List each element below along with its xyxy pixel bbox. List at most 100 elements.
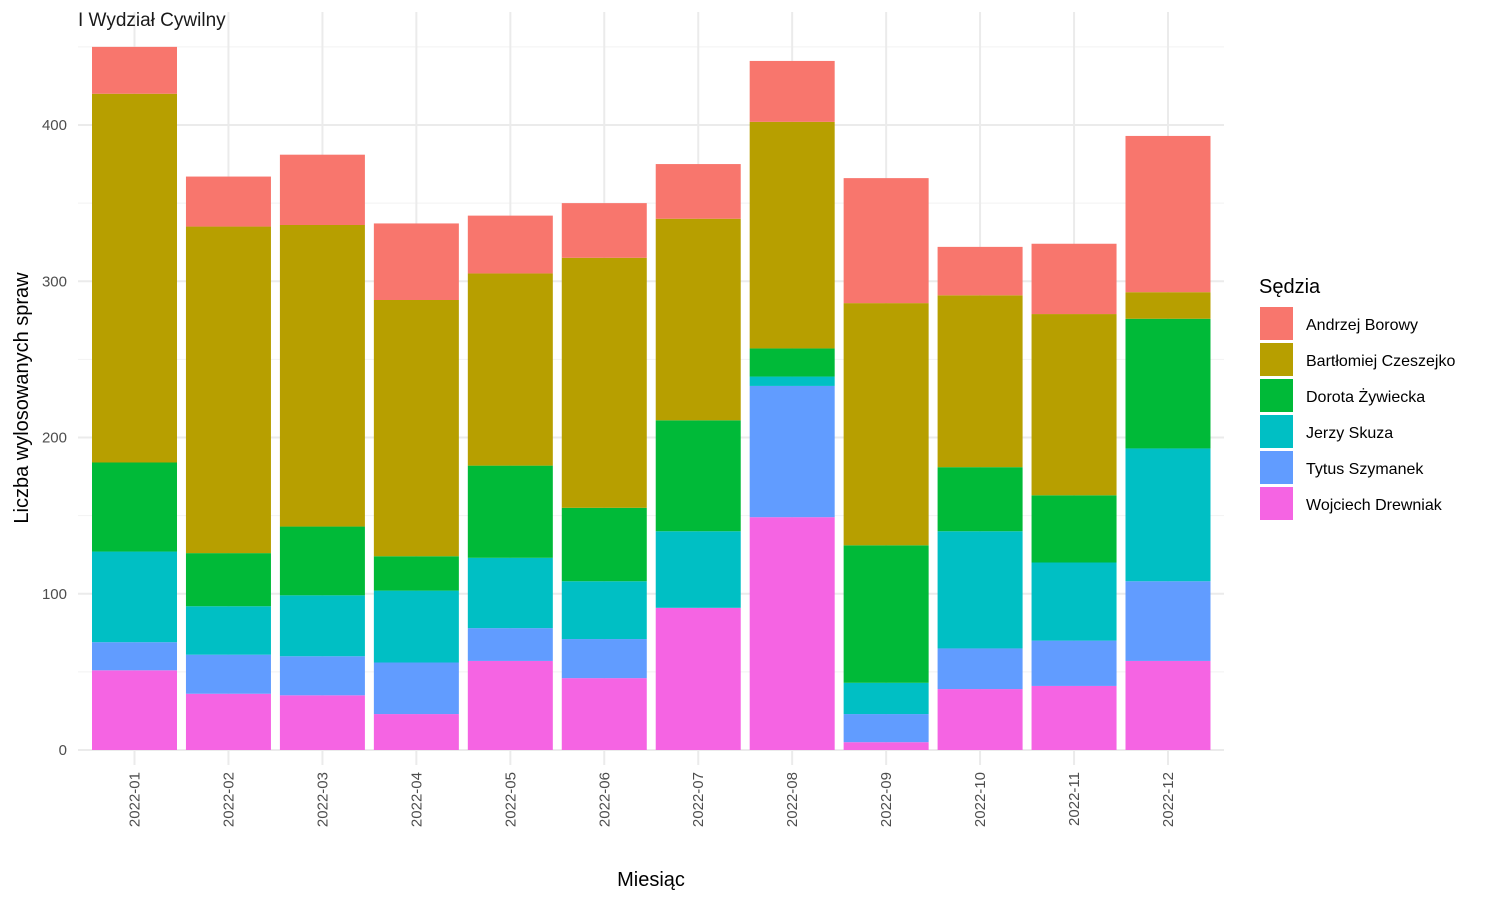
bar-segment (655, 218, 741, 421)
bar-segment (843, 545, 929, 683)
bar-segment (373, 662, 459, 715)
bar-segment (843, 714, 929, 743)
bar-segment (843, 303, 929, 546)
bar-segment (937, 295, 1023, 468)
bar-segment (185, 693, 271, 750)
x-tick-label: 2022-06 (596, 772, 613, 827)
bar-segment (185, 176, 271, 227)
bar-segment (561, 639, 647, 679)
bar-segment (373, 590, 459, 663)
y-tick-label: 100 (42, 586, 67, 603)
legend-label: Bartłomiej Czeszejko (1306, 353, 1455, 370)
legend-swatch (1260, 487, 1293, 520)
bar-segment (1125, 581, 1211, 661)
x-tick-label: 2022-08 (784, 772, 801, 827)
x-tick-label: 2022-01 (127, 772, 144, 827)
y-tick-label: 300 (42, 273, 67, 290)
bar-segment (279, 526, 365, 596)
bar-segment (467, 660, 553, 750)
bar-segment (92, 93, 177, 463)
bar-segment (561, 507, 647, 582)
bar-segment (561, 203, 647, 258)
bar-segment (843, 178, 929, 304)
chart-title: I Wydział Cywilny (78, 10, 226, 31)
legend-swatch (1260, 379, 1293, 412)
bar-segment (655, 531, 741, 608)
bar-segment (467, 557, 553, 629)
legend-label: Dorota Żywiecka (1306, 387, 1425, 406)
legend: Sędzia Andrzej Borowy Bartłomiej Czeszejk… (1259, 276, 1455, 520)
bar-segment (749, 121, 835, 349)
legend-swatch (1260, 451, 1293, 484)
bar-segment (937, 648, 1023, 690)
bar-segment (467, 465, 553, 558)
bar-segment (279, 656, 365, 696)
x-tick-label: 2022-10 (972, 772, 989, 827)
x-axis-title: Miesiąc (617, 869, 685, 891)
x-tick-label: 2022-05 (502, 772, 519, 827)
x-tick-label: 2022-09 (878, 772, 895, 827)
legend-label: Tytus Szymanek (1306, 461, 1424, 478)
x-tick-label: 2022-04 (408, 772, 425, 827)
legend-label: Andrzej Borowy (1306, 317, 1418, 334)
bar-segment (1031, 243, 1117, 315)
bar-segment (1125, 660, 1211, 750)
bar-segment (1031, 562, 1117, 641)
bar-segment (843, 742, 929, 750)
bar-segment (937, 467, 1023, 532)
legend-swatch (1260, 415, 1293, 448)
bar-segment (749, 517, 835, 750)
bar-segment (92, 46, 177, 94)
bar-segment (1125, 135, 1211, 293)
bar-segment (1031, 495, 1117, 563)
bar-segment (185, 606, 271, 655)
x-tick-label: 2022-07 (690, 772, 707, 827)
bar-segment (561, 581, 647, 640)
x-tick-label: 2022-02 (220, 772, 237, 827)
bar-segment (561, 678, 647, 750)
legend-swatch (1260, 307, 1293, 340)
bar-segment (655, 420, 741, 532)
bar-segment (1125, 448, 1211, 582)
bar-segment (1031, 314, 1117, 496)
bar-segment (655, 607, 741, 750)
bar-segment (373, 556, 459, 591)
bar-segment (185, 654, 271, 694)
bar-segment (279, 595, 365, 657)
bar-segment (92, 642, 177, 671)
x-tick-label: 2022-12 (1160, 772, 1177, 827)
legend-swatch (1260, 343, 1293, 376)
bar-segment (843, 682, 929, 715)
bar-segment (373, 300, 459, 557)
bar-segment (1125, 292, 1211, 319)
bar-segment (279, 154, 365, 225)
x-tick-label: 2022-11 (1066, 772, 1083, 826)
bar-segment (373, 714, 459, 750)
bar-segment (185, 226, 271, 554)
bar-segment (92, 551, 177, 643)
y-tick-label: 0 (59, 742, 67, 759)
bar-segment (1125, 318, 1211, 449)
bar-segment (279, 695, 365, 750)
legend-title: Sędzia (1259, 276, 1321, 298)
legend-label: Wojciech Drewniak (1306, 497, 1443, 514)
bar-layer (92, 46, 1211, 750)
bar-segment (749, 376, 835, 386)
y-tick-label: 400 (42, 117, 67, 134)
bar-segment (749, 348, 835, 377)
y-axis-title: Liczba wylosowanych spraw (11, 272, 33, 524)
bar-segment (1031, 685, 1117, 750)
bar-segment (92, 670, 177, 750)
bar-segment (749, 60, 835, 122)
bar-segment (561, 257, 647, 508)
bar-segment (467, 215, 553, 274)
axis-layer: 0 100 200 300 400 2022-01 2022-02 2022-03 2022-0… (42, 117, 1177, 827)
bar-segment (937, 246, 1023, 296)
bar-segment (373, 223, 459, 300)
x-tick-label: 2022-03 (314, 772, 331, 827)
bar-segment (937, 531, 1023, 649)
bar-segment (185, 553, 271, 607)
bar-segment (655, 164, 741, 219)
